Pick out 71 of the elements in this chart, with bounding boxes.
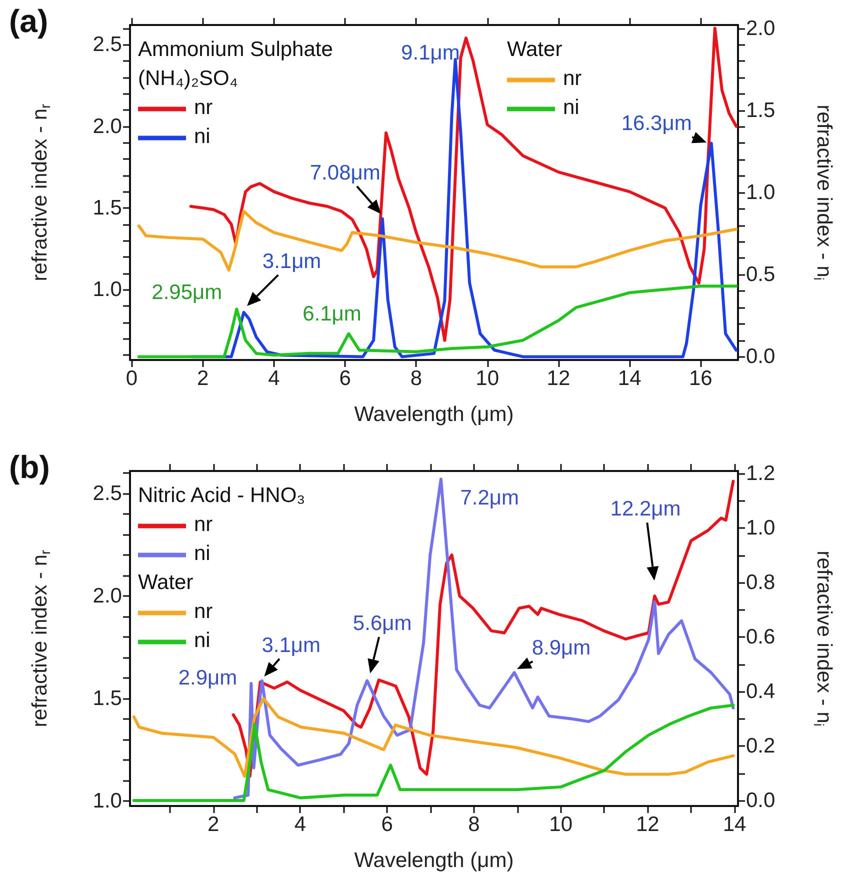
y2-tick-label: 0.2 <box>746 734 776 758</box>
x-tick-label: 8 <box>410 367 422 390</box>
x-tick-label: 16 <box>688 367 712 390</box>
x-tick-label: 14 <box>618 367 642 390</box>
chart-title: (a) <box>9 3 48 39</box>
legend-label: nr <box>194 600 213 623</box>
y-tick-label: 2.0 <box>92 584 122 608</box>
annotation: 2.95μm <box>152 281 222 304</box>
text: Water <box>506 38 562 61</box>
x-tick-label: 6 <box>339 367 351 390</box>
x-axis-title: Wavelength (μm) <box>354 403 514 426</box>
legend-label: ni <box>194 629 210 652</box>
y-axis-title: refractive index - nr <box>28 103 53 282</box>
y-tick-label: 1.5 <box>92 686 122 710</box>
y2-tick-label: 1.2 <box>746 462 776 486</box>
y2-tick-label: 0.5 <box>746 263 776 286</box>
annotation: 9.1μm <box>401 41 460 64</box>
legend-label: ni <box>562 96 580 119</box>
line-series <box>137 284 738 358</box>
y2-tick-label: 0.0 <box>746 345 776 368</box>
y2-tick-label: 1.5 <box>746 98 776 122</box>
line-series <box>132 704 735 802</box>
x-tick-label: 10 <box>549 813 572 836</box>
legend-label: ni <box>194 125 210 148</box>
x-tick-label: 4 <box>294 813 306 836</box>
y-tick-label: 1.5 <box>92 196 122 220</box>
line-series <box>137 210 738 272</box>
annotation: 3.1μm <box>262 250 322 273</box>
legend-label: nr <box>194 513 213 536</box>
y-axis-title: refractive index - nr <box>28 549 53 728</box>
y2-tick-label: 1.0 <box>746 181 776 204</box>
x-tick-label: 4 <box>268 367 280 390</box>
y2-tick-label: 0.0 <box>746 789 776 812</box>
annotation: 6.1μm <box>302 302 362 326</box>
annotation: 5.6μm <box>352 612 412 636</box>
x-tick-label: 14 <box>722 813 747 836</box>
legend-label: nr <box>194 96 213 119</box>
x-tick-label: 0 <box>126 367 138 390</box>
y2-tick-label: 1.0 <box>746 516 776 540</box>
y-tick-label: 1.0 <box>92 278 122 302</box>
annotation: 12.2μm <box>610 498 681 521</box>
x-tick-label: 10 <box>476 367 500 390</box>
y-tick-label: 2.5 <box>92 482 122 506</box>
annotation: 7.2μm <box>460 486 519 510</box>
x-tick-label: 8 <box>468 813 480 836</box>
annotation: 8.9μm <box>532 636 591 660</box>
x-tick-label: 6 <box>381 813 393 836</box>
line-series <box>132 696 735 778</box>
x-tick-label: 12 <box>546 367 570 390</box>
text: Water <box>138 571 194 594</box>
text: Nitric Acid - HNO₃ <box>138 484 306 507</box>
x-tick-label: 2 <box>208 813 220 836</box>
annotation: 16.3μm <box>621 112 692 136</box>
y-tick-label: 2.0 <box>92 114 122 138</box>
y2-axis-title: refractive index - ni <box>811 104 836 280</box>
legend-label: nr <box>562 67 582 90</box>
y-tick-label: 2.5 <box>92 33 122 56</box>
y2-tick-label: 0.8 <box>746 571 776 594</box>
annotation: 2.9μm <box>178 666 238 690</box>
y2-tick-label: 2.0 <box>746 16 776 40</box>
chart-title: (b) <box>9 449 50 485</box>
legend-label: ni <box>194 542 210 565</box>
y2-axis-title: refractive index - ni <box>811 550 836 726</box>
y2-tick-label: 0.6 <box>746 626 776 649</box>
annotation: 7.08μm <box>310 161 380 184</box>
annotation: 3.1μm <box>262 634 321 657</box>
x-tick-label: 2 <box>197 367 209 390</box>
x-axis-title: Wavelength (μm) <box>354 849 514 872</box>
x-tick-label: 12 <box>636 813 660 836</box>
y-tick-label: 1.0 <box>92 789 122 812</box>
y2-tick-label: 0.4 <box>746 680 776 704</box>
